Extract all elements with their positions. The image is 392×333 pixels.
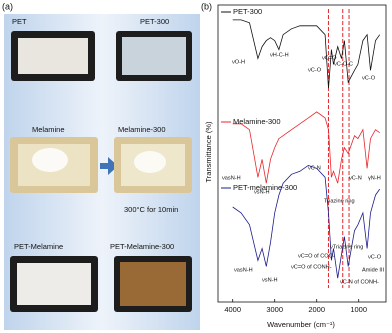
- sample: [18, 38, 88, 74]
- x-tick-label: 4000: [224, 305, 241, 314]
- y-axis-title: Transmittance (%): [204, 121, 213, 182]
- arrow: [100, 157, 118, 175]
- sample-label: PET-300: [140, 17, 169, 26]
- x-tick-label: 3000: [266, 305, 283, 314]
- panel-b: (b) Transmittance (%) Wavenumber (cm⁻¹) …: [201, 1, 387, 329]
- x-tick-label: 1000: [350, 305, 367, 314]
- sample-label: Melamine-300: [118, 125, 166, 134]
- annotation: νC=O of COO-: [298, 253, 335, 259]
- sample-label: PET: [12, 17, 27, 26]
- condition: 300°C for 10min: [124, 205, 178, 214]
- legend-label: Melamine-300: [233, 117, 281, 126]
- legend-label: PET-melamine-300: [233, 183, 297, 192]
- sample: [122, 37, 186, 75]
- sample: [17, 263, 91, 305]
- sample-label: Melamine: [32, 125, 65, 134]
- annotation: νC-N: [308, 165, 321, 171]
- annotation: Amide III: [362, 267, 385, 273]
- powder: [32, 148, 68, 172]
- plot-frame: [217, 4, 387, 303]
- annotation: Triazine ring: [324, 198, 355, 204]
- x-tick-label: 2000: [308, 305, 325, 314]
- spectrum: [232, 19, 381, 89]
- annotation: νC=O: [322, 55, 337, 61]
- annotation: νC-O: [362, 75, 376, 81]
- annotation: νC-N of CONH-: [340, 279, 379, 285]
- annotation: νC-O-C: [334, 61, 353, 67]
- x-axis-title: Wavenumber (cm⁻¹): [267, 320, 335, 329]
- sample: [120, 262, 186, 306]
- legend-label: PET-300: [233, 7, 262, 16]
- annotation: νO-H: [232, 59, 245, 65]
- sample-label: PET-Melamine: [14, 242, 63, 251]
- annotation: νsN-H: [254, 189, 270, 195]
- panel-a: (a) PET PET-300 Melamine Melamine-300 30…: [2, 1, 200, 330]
- annotation: νC-O: [368, 254, 382, 260]
- powder: [134, 151, 166, 173]
- panel-label: (b): [201, 1, 212, 11]
- annotation: νsN-H: [262, 277, 278, 283]
- spectrum: [232, 164, 381, 279]
- annotation: νasN-H: [222, 175, 241, 181]
- spectrum: [232, 111, 380, 184]
- annotation: νTriazine ring: [330, 244, 363, 250]
- annotation: νC=O of CONH-: [291, 264, 332, 270]
- panel-label: (a): [2, 1, 13, 11]
- annotation: νC-O: [308, 67, 322, 73]
- annotation: νC-N: [349, 175, 362, 181]
- annotation: νH-C-H: [270, 52, 289, 58]
- annotation: γN-H: [368, 175, 381, 181]
- annotation: νasN-H: [234, 267, 253, 273]
- sample-label: PET-Melamine-300: [110, 242, 174, 251]
